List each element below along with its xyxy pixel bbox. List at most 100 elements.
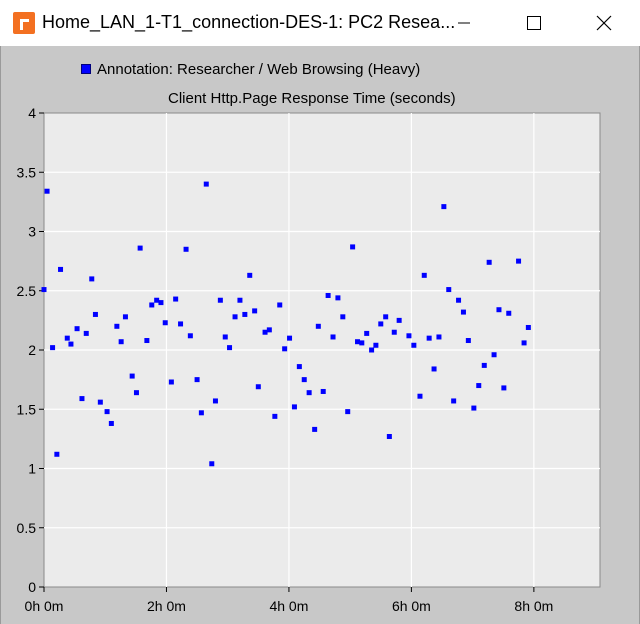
data-point xyxy=(114,323,120,329)
data-point xyxy=(386,434,392,440)
data-point xyxy=(325,292,331,298)
y-tick-label: 3.5 xyxy=(17,164,37,180)
data-point xyxy=(431,366,437,372)
x-tick-label: 2h 0m xyxy=(147,598,186,614)
data-point xyxy=(320,388,326,394)
data-point xyxy=(64,335,70,341)
data-point xyxy=(198,410,204,416)
data-point xyxy=(92,311,98,317)
data-point xyxy=(89,276,95,282)
data-point xyxy=(501,385,507,391)
data-point xyxy=(137,245,143,251)
data-point xyxy=(262,329,268,335)
data-point xyxy=(118,339,124,345)
legend-swatch xyxy=(81,64,91,74)
data-point xyxy=(44,188,50,194)
data-point xyxy=(162,320,168,326)
y-tick-label: 4 xyxy=(28,105,36,121)
chart-title: Client Http.Page Response Time (seconds) xyxy=(168,90,456,107)
data-point xyxy=(41,287,47,293)
data-point xyxy=(68,341,74,347)
data-point xyxy=(282,346,288,352)
data-point xyxy=(227,345,233,351)
data-point xyxy=(516,258,522,264)
data-point xyxy=(312,426,318,432)
data-point xyxy=(315,323,321,329)
data-point xyxy=(391,329,397,335)
data-point xyxy=(149,302,155,308)
data-point xyxy=(451,398,457,404)
x-tick-label: 0h 0m xyxy=(25,598,64,614)
data-point xyxy=(335,295,341,301)
data-point xyxy=(212,398,218,404)
x-tick-label: 4h 0m xyxy=(269,598,308,614)
data-point xyxy=(237,297,243,303)
data-point xyxy=(465,338,471,344)
data-point xyxy=(421,272,427,278)
legend-label: Annotation: Researcher / Web Browsing (H… xyxy=(97,60,421,78)
x-tick-label: 8h 0m xyxy=(514,598,553,614)
data-point xyxy=(217,297,223,303)
data-point xyxy=(411,342,417,348)
data-point xyxy=(364,330,370,336)
data-point xyxy=(359,340,365,346)
minimize-button[interactable] xyxy=(436,0,492,46)
data-point xyxy=(54,451,60,457)
data-point xyxy=(506,310,512,316)
data-point xyxy=(291,404,297,410)
title-bar: Home_LAN_1-T1_connection-DES-1: PC2 Rese… xyxy=(0,0,640,46)
data-point xyxy=(471,405,477,411)
data-point xyxy=(426,335,432,341)
y-tick-label: 0 xyxy=(28,579,36,595)
data-point xyxy=(129,373,135,379)
close-icon xyxy=(596,15,612,31)
data-point xyxy=(383,314,389,320)
data-point xyxy=(272,413,278,419)
data-point xyxy=(222,334,228,340)
data-point xyxy=(74,326,80,332)
data-point xyxy=(525,324,531,330)
y-tick-label: 2.5 xyxy=(17,283,37,299)
data-point xyxy=(378,321,384,327)
data-point xyxy=(460,309,466,315)
y-tick-label: 2 xyxy=(28,342,36,358)
data-point xyxy=(178,321,184,327)
data-point xyxy=(436,334,442,340)
data-point xyxy=(456,297,462,303)
data-point xyxy=(406,333,412,339)
x-tick-label: 6h 0m xyxy=(392,598,431,614)
data-point xyxy=(287,335,293,341)
data-point xyxy=(247,272,253,278)
data-point xyxy=(446,287,452,293)
data-point xyxy=(496,307,502,313)
data-point xyxy=(491,352,497,358)
data-point xyxy=(345,409,351,415)
close-button[interactable] xyxy=(576,0,632,46)
data-point xyxy=(83,330,89,336)
data-point xyxy=(194,377,200,383)
data-point xyxy=(350,244,356,250)
y-tick-label: 0.5 xyxy=(17,520,37,536)
minimize-icon xyxy=(458,22,470,24)
data-point xyxy=(340,314,346,320)
data-point xyxy=(50,345,56,351)
legend: Annotation: Researcher / Web Browsing (H… xyxy=(81,60,420,78)
data-point xyxy=(104,409,110,415)
data-point xyxy=(521,340,527,346)
maximize-button[interactable] xyxy=(506,0,562,46)
data-point xyxy=(481,362,487,368)
data-point xyxy=(252,308,258,314)
data-point xyxy=(58,266,64,272)
opnet-app-icon[interactable] xyxy=(13,12,35,34)
data-point xyxy=(168,379,174,385)
data-point xyxy=(266,327,272,333)
data-point xyxy=(255,384,261,390)
data-point xyxy=(441,204,447,210)
data-point xyxy=(122,314,128,320)
y-tick-label: 1 xyxy=(28,461,36,477)
data-point xyxy=(97,399,103,405)
data-point xyxy=(232,314,238,320)
data-point xyxy=(306,390,312,396)
data-point xyxy=(296,364,302,370)
data-point xyxy=(277,302,283,308)
